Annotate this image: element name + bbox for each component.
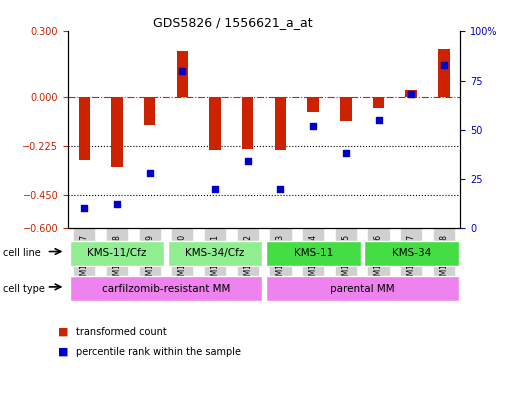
Text: percentile rank within the sample: percentile rank within the sample (76, 347, 241, 357)
Title: GDS5826 / 1556621_a_at: GDS5826 / 1556621_a_at (153, 16, 313, 29)
Bar (209, 97, 221, 151)
Point (178, 68, 187, 74)
Text: KMS-11: KMS-11 (293, 248, 333, 259)
Text: transformed count: transformed count (76, 327, 167, 337)
Bar (111, 97, 123, 167)
Text: parental MM: parental MM (330, 284, 394, 294)
Text: KMS-34/Cfz: KMS-34/Cfz (185, 248, 245, 259)
FancyBboxPatch shape (364, 241, 459, 266)
Bar (405, 90, 417, 97)
Point (276, 185, 285, 192)
Point (309, 123, 317, 129)
Point (80, 205, 88, 211)
Bar (275, 97, 286, 151)
Bar (373, 97, 384, 108)
Point (440, 62, 448, 68)
Bar (242, 97, 254, 149)
Text: cell line: cell line (3, 248, 40, 259)
Point (145, 170, 154, 176)
Text: KMS-11/Cfz: KMS-11/Cfz (87, 248, 147, 259)
Bar (340, 97, 351, 121)
Text: ■: ■ (58, 327, 68, 337)
Text: cell type: cell type (3, 284, 44, 294)
FancyBboxPatch shape (168, 241, 263, 266)
Point (211, 185, 219, 192)
FancyBboxPatch shape (266, 277, 459, 301)
Bar (438, 49, 450, 97)
Point (342, 150, 350, 156)
Bar (144, 97, 155, 125)
Text: carfilzomib-resistant MM: carfilzomib-resistant MM (102, 284, 230, 294)
FancyBboxPatch shape (70, 241, 164, 266)
Bar (308, 97, 319, 112)
Bar (78, 97, 90, 160)
FancyBboxPatch shape (70, 277, 263, 301)
Point (113, 201, 121, 208)
Point (407, 91, 415, 97)
Text: KMS-34: KMS-34 (392, 248, 431, 259)
Text: ■: ■ (58, 347, 68, 357)
FancyBboxPatch shape (266, 241, 360, 266)
Point (374, 117, 383, 123)
Point (244, 158, 252, 164)
Bar (177, 51, 188, 97)
